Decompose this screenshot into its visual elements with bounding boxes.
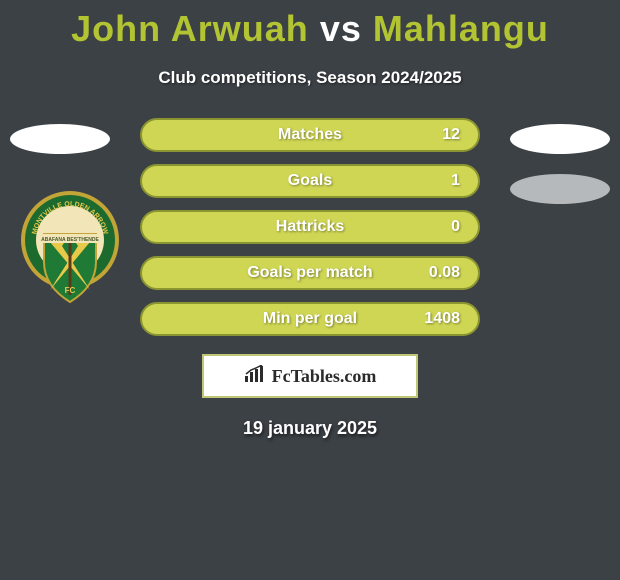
club-badge: MONTVILLE OLDEN ARROW ABAFANA BES'THENDE… [20, 190, 120, 306]
stat-row: Goals 1 [140, 164, 480, 198]
svg-text:ABAFANA BES'THENDE: ABAFANA BES'THENDE [41, 237, 99, 243]
stat-label: Matches [278, 126, 342, 144]
player1-name: John Arwuah [71, 8, 309, 49]
player2-ellipse-1 [510, 124, 610, 154]
subtitle: Club competitions, Season 2024/2025 [0, 68, 620, 88]
stat-row: Min per goal 1408 [140, 302, 480, 336]
stat-value: 1408 [424, 310, 460, 328]
stat-label: Hattricks [276, 218, 344, 236]
stat-row: Hattricks 0 [140, 210, 480, 244]
player2-name: Mahlangu [373, 8, 549, 49]
date-text: 19 january 2025 [0, 418, 620, 439]
comparison-title: John Arwuah vs Mahlangu [0, 0, 620, 50]
player1-ellipse-1 [10, 124, 110, 154]
stat-value: 0.08 [429, 264, 460, 282]
svg-text:FC: FC [65, 286, 76, 295]
stat-label: Goals per match [247, 264, 372, 282]
stat-value: 0 [451, 218, 460, 236]
stat-row: Goals per match 0.08 [140, 256, 480, 290]
main-area: MONTVILLE OLDEN ARROW ABAFANA BES'THENDE… [0, 118, 620, 439]
stat-value: 12 [442, 126, 460, 144]
stat-label: Min per goal [263, 310, 357, 328]
stat-bars: Matches 12 Goals 1 Hattricks 0 Goals per match… [140, 118, 480, 336]
stat-label: Goals [288, 172, 332, 190]
club-badge-icon: MONTVILLE OLDEN ARROW ABAFANA BES'THENDE… [20, 190, 120, 306]
vs-text: vs [320, 8, 362, 49]
player2-ellipse-2 [510, 174, 610, 204]
branding-text: FcTables.com [272, 366, 377, 387]
branding-box[interactable]: FcTables.com [202, 354, 418, 398]
stat-value: 1 [451, 172, 460, 190]
chart-icon [244, 365, 266, 388]
stat-row: Matches 12 [140, 118, 480, 152]
